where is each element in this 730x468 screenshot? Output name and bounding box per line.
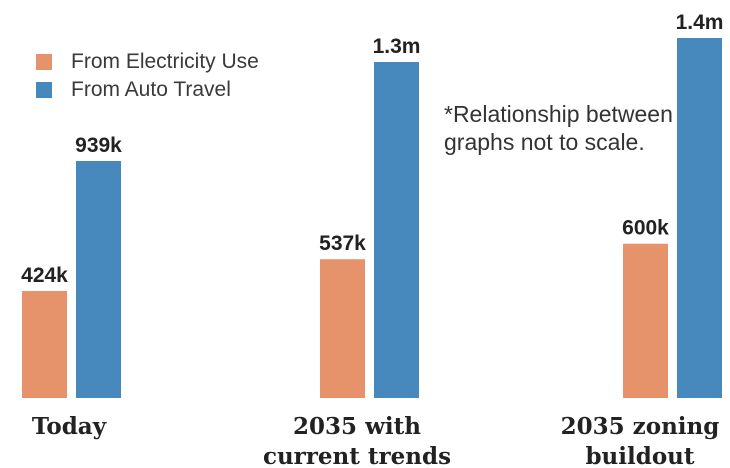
bar-auto-2	[677, 38, 722, 398]
data-label-electricity-0: 424k	[21, 264, 68, 287]
data-label-electricity-1: 537k	[319, 232, 366, 255]
bar-electricity-1	[320, 259, 365, 398]
data-label-auto-2: 1.4m	[676, 11, 724, 34]
data-label-auto-0: 939k	[75, 134, 122, 157]
category-label-1-line-1: current trends	[263, 443, 451, 468]
legend-swatch-electricity	[36, 54, 52, 70]
legend-item-electricity: From Electricity Use	[36, 48, 259, 76]
data-label-auto-1: 1.3m	[373, 35, 421, 58]
data-label-electricity-2: 600k	[622, 217, 669, 240]
legend-label-electricity: From Electricity Use	[71, 50, 259, 73]
legend-swatch-auto	[36, 82, 52, 98]
bar-electricity-2	[623, 243, 668, 398]
legend-item-auto: From Auto Travel	[36, 76, 259, 104]
legend: From Electricity Use From Auto Travel	[36, 48, 259, 104]
bar-electricity-0	[22, 290, 67, 398]
bar-auto-1	[374, 62, 419, 398]
category-label-1-line-0: 2035 with	[293, 413, 421, 440]
bar-auto-0	[76, 161, 121, 398]
category-label-0-line-0: Today	[32, 413, 107, 440]
category-label-2-line-1: buildout	[585, 443, 694, 468]
legend-label-auto: From Auto Travel	[71, 78, 231, 101]
category-label-2-line-0: 2035 zoning	[561, 413, 720, 440]
scale-note: *Relationship between graphs not to scal…	[444, 101, 673, 155]
